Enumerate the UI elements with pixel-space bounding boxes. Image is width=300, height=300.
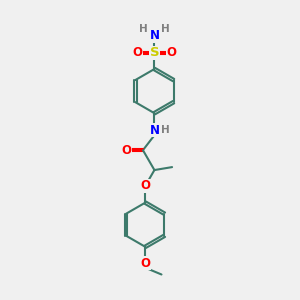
Text: O: O [132, 46, 142, 59]
Text: H: H [161, 125, 170, 135]
Text: N: N [149, 29, 159, 42]
Text: O: O [122, 144, 132, 157]
Text: S: S [150, 46, 159, 59]
Text: H: H [161, 24, 170, 34]
Text: N: N [149, 124, 159, 137]
Text: O: O [140, 179, 150, 192]
Text: H: H [139, 24, 148, 34]
Text: O: O [140, 257, 150, 270]
Text: O: O [167, 46, 176, 59]
